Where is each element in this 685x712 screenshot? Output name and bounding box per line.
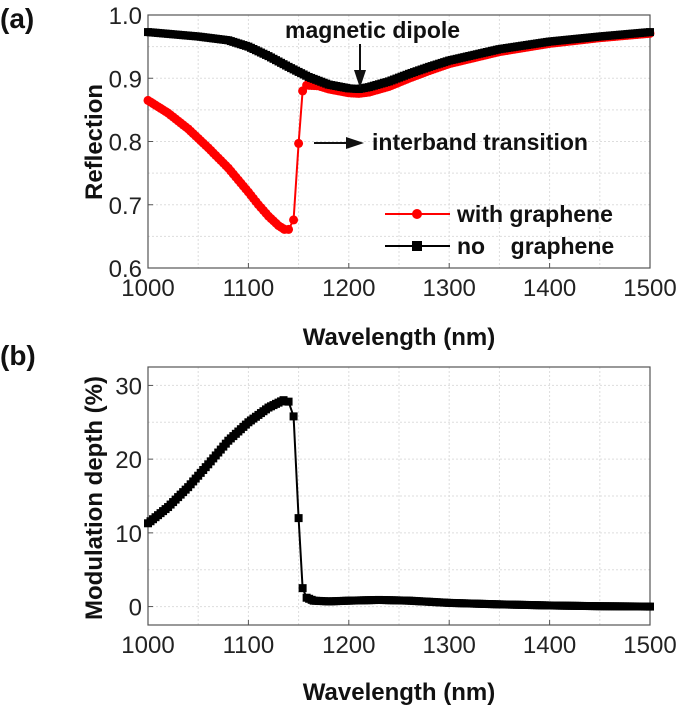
y-tick-label: 1.0 <box>109 3 142 30</box>
arrowhead-interband <box>346 137 364 149</box>
data-point <box>289 412 298 421</box>
y-tick-label: 30 <box>115 373 142 400</box>
annotation-interband-transition: interband transition <box>372 129 588 155</box>
x-tick-label: 1100 <box>223 632 275 659</box>
data-point <box>646 602 654 611</box>
x-axis-label-b: Wavelength (nm) <box>303 679 495 706</box>
x-tick-label: 1200 <box>322 632 375 659</box>
legend-marker-no-graphene <box>412 241 422 251</box>
x-tick-label: 1000 <box>121 275 174 302</box>
x-tick-label: 1000 <box>121 632 174 659</box>
y-axis-label-a: Reflection <box>81 84 108 200</box>
x-tick-label: 1200 <box>322 275 375 302</box>
annotation-magnetic-dipole: magnetic dipole <box>285 17 460 43</box>
data-point <box>284 397 293 406</box>
x-axis-label-a: Wavelength (nm) <box>303 324 495 351</box>
y-tick-label: 0.6 <box>109 256 142 283</box>
panel-label-a: (a) <box>0 3 34 34</box>
data-point <box>294 514 303 523</box>
legend-label-with-graphene: with graphene <box>456 201 613 227</box>
y-axis-label-b: Modulation depth (%) <box>81 376 108 620</box>
data-point <box>284 224 294 234</box>
arrowhead-magnetic-dipole <box>354 70 366 88</box>
data-point <box>294 138 304 148</box>
legend-label-no-graphene: no graphene <box>457 233 614 259</box>
x-tick-label: 1300 <box>423 275 476 302</box>
x-tick-label: 1400 <box>523 275 576 302</box>
x-tick-label: 1500 <box>623 632 676 659</box>
x-tick-label: 1100 <box>223 275 275 302</box>
panel-label-b: (b) <box>0 340 36 371</box>
x-tick-label: 1300 <box>423 632 476 659</box>
y-tick-label: 10 <box>115 521 142 548</box>
legend-marker-with-graphene <box>412 209 422 219</box>
y-tick-label: 0.7 <box>109 193 142 220</box>
y-tick-label: 0 <box>129 595 142 622</box>
data-point <box>289 215 299 225</box>
data-point <box>298 584 307 593</box>
y-tick-label: 20 <box>115 447 142 474</box>
plot-frame-1 <box>147 366 651 626</box>
data-point <box>646 28 654 37</box>
x-tick-label: 1500 <box>623 275 676 302</box>
y-tick-label: 0.8 <box>109 130 142 157</box>
data-point <box>279 396 288 405</box>
y-tick-label: 0.9 <box>109 66 142 93</box>
x-tick-label: 1400 <box>523 632 576 659</box>
